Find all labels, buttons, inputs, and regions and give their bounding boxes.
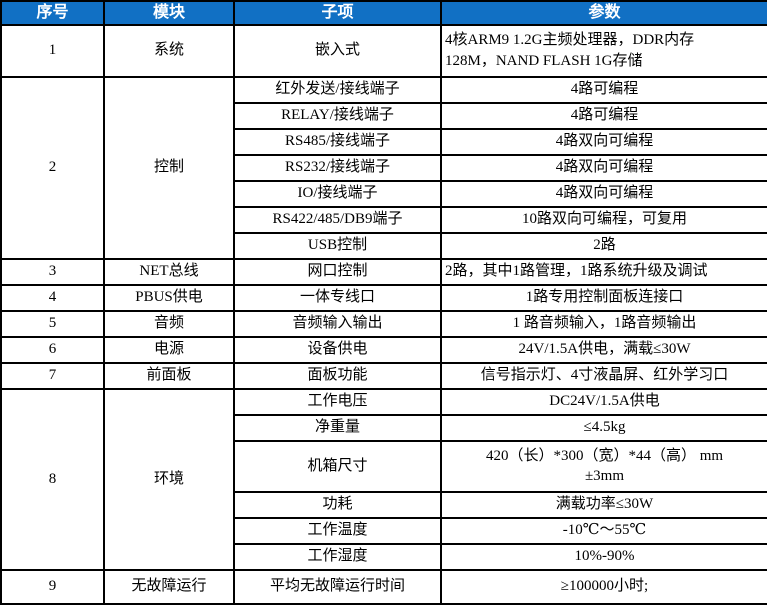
table-row: USB控制 2路 xyxy=(1,231,767,260)
table-row: RS485/接线端子 4路双向可编程 xyxy=(1,127,767,156)
subitem-cell: 机箱尺寸 xyxy=(233,439,442,493)
module-cell: 前面板 xyxy=(103,361,235,390)
table-row: 8 环境 工作电压 DC24V/1.5A供电 xyxy=(0,387,767,571)
table-row: 净重量 ≤4.5kg xyxy=(1,413,767,442)
param-cell: 4路可编程 xyxy=(440,101,767,130)
table-row: 2 控制 红外发送/接线端子 4路可编程 xyxy=(0,75,767,260)
table-row: IO/接线端子 4路双向可编程 xyxy=(1,179,767,208)
subitem-cell: 工作湿度 xyxy=(233,542,442,571)
param-cell: 4核ARM9 1.2G主频处理器，DDR内存 128M，NAND FLASH 1… xyxy=(440,23,767,78)
param-cell: 10%-90% xyxy=(440,542,767,571)
subitem-cell: 音频输入输出 xyxy=(233,309,442,338)
module-cell: NET总线 xyxy=(103,257,235,286)
seq-cell: 7 xyxy=(0,361,105,390)
param-cell: 满载功率≤30W xyxy=(440,490,767,519)
table-row: 7 前面板 面板功能 信号指示灯、4寸液晶屏、红外学习口 xyxy=(0,361,767,390)
param-cell: 4路双向可编程 xyxy=(440,127,767,156)
table-row: RELAY/接线端子 4路可编程 xyxy=(1,101,767,130)
seq-cell: 2 xyxy=(0,75,105,260)
param-cell: 2路 xyxy=(440,231,767,260)
seq-cell: 1 xyxy=(0,23,105,78)
module-cell: 音频 xyxy=(103,309,235,338)
header-col-param: 参数 xyxy=(440,0,767,26)
header-col-subitem: 子项 xyxy=(233,0,442,26)
seq-cell: 8 xyxy=(0,387,105,571)
subitem-cell: RS232/接线端子 xyxy=(233,153,442,182)
param-cell: 10路双向可编程，可复用 xyxy=(440,205,767,234)
table-row: RS422/485/DB9端子 10路双向可编程，可复用 xyxy=(1,205,767,234)
table-row: 3 NET总线 网口控制 2路，其中1路管理，1路系统升级及调试 xyxy=(0,257,767,286)
subitem-cell: RELAY/接线端子 xyxy=(233,101,442,130)
module-cell: 控制 xyxy=(103,75,235,260)
table-header: 序号 模块 子项 参数 xyxy=(0,0,767,26)
param-cell: 4路可编程 xyxy=(440,75,767,104)
table-row: 工作湿度 10%-90% xyxy=(1,542,767,571)
param-cell: 420（长）*300（宽）*44（高） mm ±3mm xyxy=(440,439,767,493)
table-row: 功耗 满载功率≤30W xyxy=(1,490,767,519)
param-cell: DC24V/1.5A供电 xyxy=(440,387,767,416)
module-cell: 环境 xyxy=(103,387,235,571)
subitem-cell: 设备供电 xyxy=(233,335,442,364)
module-cell: 无故障运行 xyxy=(103,568,235,605)
subitem-cell: 面板功能 xyxy=(233,361,442,390)
param-cell: 2路，其中1路管理，1路系统升级及调试 xyxy=(440,257,767,286)
param-cell: 1路专用控制面板连接口 xyxy=(440,283,767,312)
module-cell: PBUS供电 xyxy=(103,283,235,312)
param-cell: 4路双向可编程 xyxy=(440,153,767,182)
subitem-cell: 功耗 xyxy=(233,490,442,519)
subitem-cell: 一体专线口 xyxy=(233,283,442,312)
seq-cell: 3 xyxy=(0,257,105,286)
subitem-cell: RS422/485/DB9端子 xyxy=(233,205,442,234)
header-col-module: 模块 xyxy=(103,0,235,26)
subitem-cell: 红外发送/接线端子 xyxy=(233,75,442,104)
seq-cell: 5 xyxy=(0,309,105,338)
table-row: 工作温度 -10℃～55℃ xyxy=(1,516,767,545)
seq-cell: 6 xyxy=(0,335,105,364)
table-row: RS232/接线端子 4路双向可编程 xyxy=(1,153,767,182)
subitem-cell: 净重量 xyxy=(233,413,442,442)
subitem-cell: USB控制 xyxy=(233,231,442,260)
seq-cell: 4 xyxy=(0,283,105,312)
param-cell: 1 路音频输入，1路音频输出 xyxy=(440,309,767,338)
header-row: 序号 模块 子项 参数 xyxy=(0,0,767,26)
header-col-seq: 序号 xyxy=(0,0,105,26)
subitem-cell: RS485/接线端子 xyxy=(233,127,442,156)
table-body: 1 系统 嵌入式 4核ARM9 1.2G主频处理器，DDR内存 128M，NAND F… xyxy=(0,23,767,605)
seq-cell: 9 xyxy=(0,568,105,605)
table-row: 1 系统 嵌入式 4核ARM9 1.2G主频处理器，DDR内存 128M，NAND F… xyxy=(0,23,767,78)
table-row: 5 音频 音频输入输出 1 路音频输入，1路音频输出 xyxy=(0,309,767,338)
table-row: 9 无故障运行 平均无故障运行时间 ≥100000小时; xyxy=(0,568,767,605)
table-row: 4 PBUS供电 一体专线口 1路专用控制面板连接口 xyxy=(0,283,767,312)
param-cell: ≥100000小时; xyxy=(440,568,767,605)
module-cell: 电源 xyxy=(103,335,235,364)
table-row: 机箱尺寸 420（长）*300（宽）*44（高） mm ±3mm xyxy=(1,439,767,493)
subitem-cell: 平均无故障运行时间 xyxy=(233,568,442,605)
subitem-cell: 嵌入式 xyxy=(233,23,442,78)
param-cell: 4路双向可编程 xyxy=(440,179,767,208)
subitem-cell: 工作电压 xyxy=(233,387,442,416)
table-row: 6 电源 设备供电 24V/1.5A供电，满载≤30W xyxy=(0,335,767,364)
subitem-cell: 网口控制 xyxy=(233,257,442,286)
module-cell: 系统 xyxy=(103,23,235,78)
subitem-cell: 工作温度 xyxy=(233,516,442,545)
param-cell: -10℃～55℃ xyxy=(440,516,767,545)
param-cell: 24V/1.5A供电，满载≤30W xyxy=(440,335,767,364)
param-cell: 信号指示灯、4寸液晶屏、红外学习口 xyxy=(440,361,767,390)
param-cell: ≤4.5kg xyxy=(440,413,767,442)
subitem-cell: IO/接线端子 xyxy=(233,179,442,208)
